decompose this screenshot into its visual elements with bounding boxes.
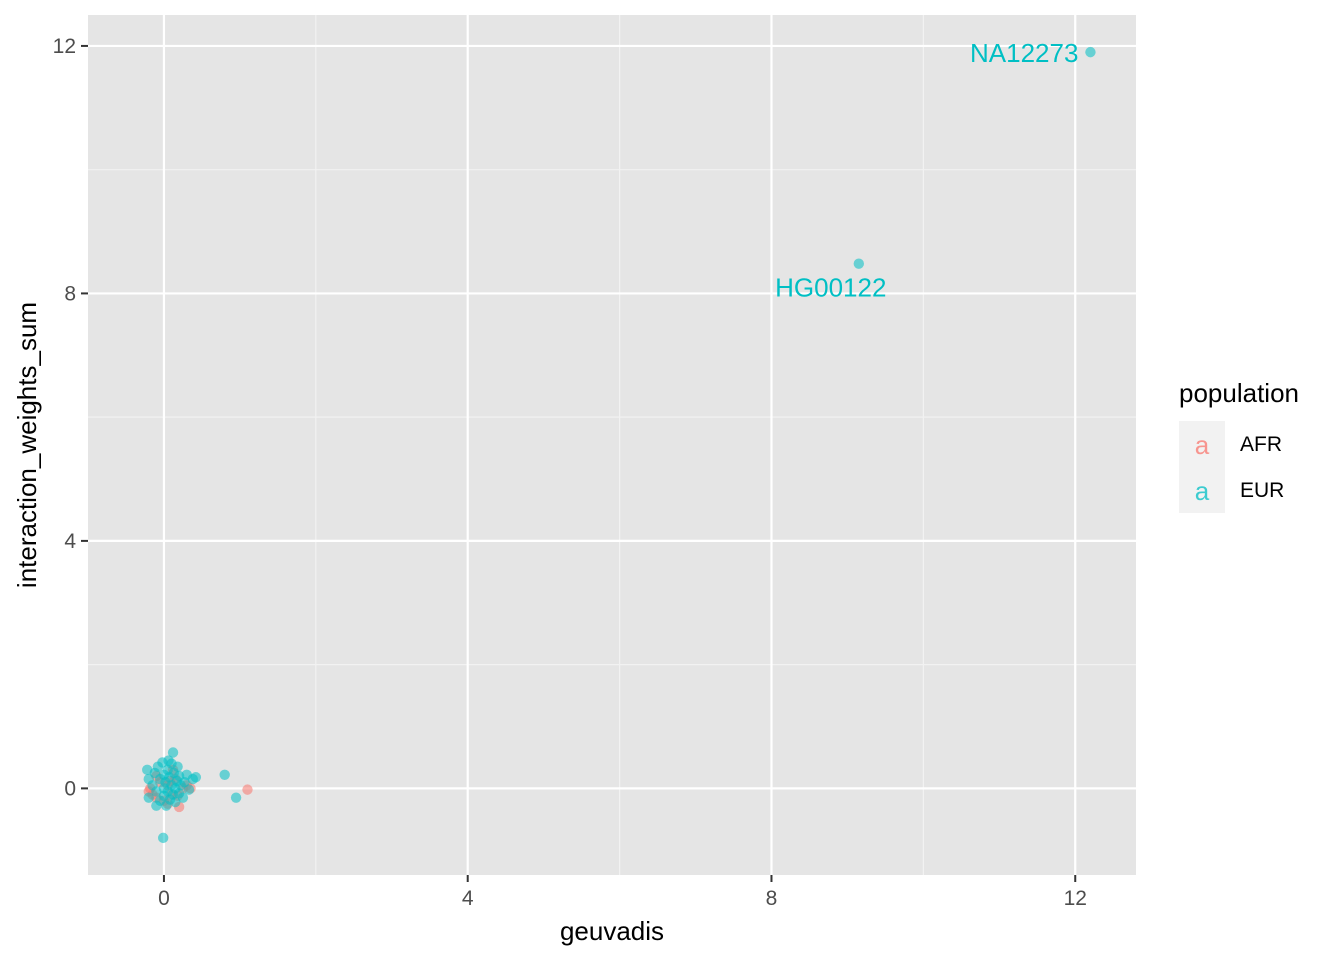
x-tick-label: 8 (766, 887, 778, 910)
legend-items: a AFR a EUR (1179, 421, 1284, 513)
x-tick-label: 4 (462, 887, 474, 910)
y-tick-label: 8 (64, 282, 76, 305)
legend-key-glyph: a (1195, 430, 1210, 460)
plot-panel (88, 15, 1136, 875)
minor-gridlines (88, 15, 1136, 875)
legend-key-afr (1179, 421, 1225, 467)
point-annotation-label: HG00122 (775, 273, 886, 303)
y-tick-label: 12 (53, 35, 76, 58)
legend-label-eur: EUR (1240, 479, 1284, 502)
legend-key-eur (1179, 467, 1225, 513)
data-point-eur (157, 832, 169, 844)
data-point-eur (1085, 46, 1096, 58)
data-point-eur (172, 761, 183, 772)
x-axis: 0 4 8 12 (158, 875, 1087, 910)
x-tick-label: 0 (158, 887, 170, 910)
data-point-eur (219, 769, 230, 780)
y-axis: 0 4 8 12 (53, 35, 88, 800)
data-point-afr (242, 784, 253, 795)
x-axis-title: geuvadis (560, 916, 664, 946)
legend-title: population (1179, 378, 1299, 408)
data-point-eur (167, 747, 179, 758)
y-axis-title: interaction_weights_sum (12, 302, 42, 588)
data-point-eur (170, 796, 181, 808)
point-annotations: NA12273 HG00122 (775, 38, 1078, 303)
data-point-eur (151, 800, 162, 811)
data-point-eur (230, 792, 242, 803)
legend: population a AFR a EUR (1179, 378, 1299, 513)
y-tick-label: 0 (64, 777, 76, 800)
legend-label-afr: AFR (1240, 433, 1282, 456)
data-point-eur (163, 755, 174, 766)
data-point-eur (143, 792, 154, 803)
data-point-eur (183, 784, 195, 795)
x-tick-label: 12 (1064, 887, 1087, 910)
legend-key-glyph: a (1195, 476, 1210, 506)
y-tick-label: 4 (64, 530, 76, 553)
major-gridlines (88, 15, 1136, 875)
data-points (142, 46, 1096, 844)
data-point-eur (177, 792, 189, 803)
data-point-eur (190, 772, 202, 783)
point-annotation-label: NA12273 (970, 38, 1078, 68)
data-point-eur (853, 258, 865, 269)
